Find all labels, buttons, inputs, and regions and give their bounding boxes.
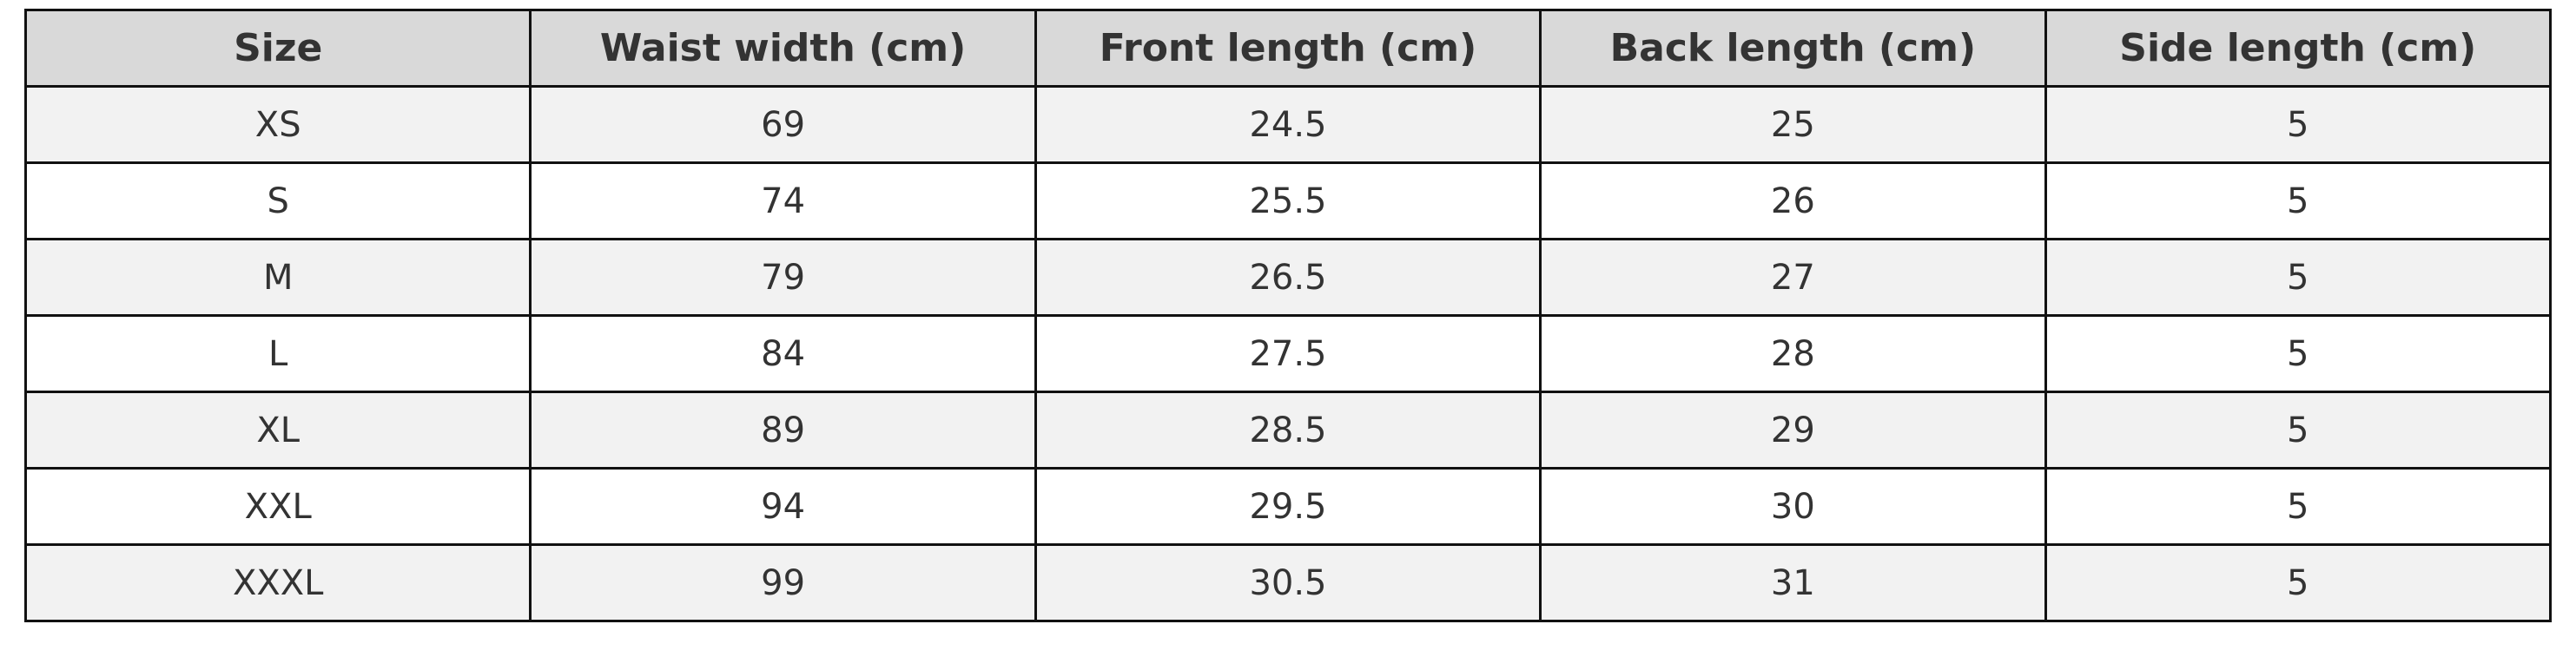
table-cell: 94 [529,467,1037,546]
table-row: XL 89 28.5 29 5 [23,391,2553,470]
table-row: XXL 94 29.5 30 5 [23,467,2553,546]
table-body: XS 69 24.5 25 5 S 74 25.5 26 5 M 79 26.5 27 5 L 84 27.5 28… [23,85,2553,622]
table-cell: 25.5 [1034,161,1542,240]
table-container: Size Waist width (cm) Front length (cm) Bac… [23,9,2553,622]
table-cell: L [23,314,532,393]
table-row: XXXL 99 30.5 31 5 [23,543,2553,622]
table-cell: 89 [529,391,1037,470]
table-cell: 74 [529,161,1037,240]
table-cell: 28.5 [1034,391,1542,470]
table-cell: 5 [2044,238,2553,317]
header-row: Size Waist width (cm) Front length (cm) Bac… [23,9,2553,88]
table-cell: 27 [1539,238,2047,317]
table-cell: 25 [1539,85,2047,164]
table-cell: 30.5 [1034,543,1542,622]
table-cell: 26 [1539,161,2047,240]
table-row: M 79 26.5 27 5 [23,238,2553,317]
table-row: XS 69 24.5 25 5 [23,85,2553,164]
table-cell: 5 [2044,161,2553,240]
table-cell: 5 [2044,391,2553,470]
table-cell: 5 [2044,314,2553,393]
table-cell: 24.5 [1034,85,1542,164]
table-cell: XXL [23,467,532,546]
table-cell: 29.5 [1034,467,1542,546]
table-cell: 79 [529,238,1037,317]
table-cell: 84 [529,314,1037,393]
table-cell: 99 [529,543,1037,622]
table-cell: S [23,161,532,240]
table-cell: 5 [2044,543,2553,622]
table-cell: 69 [529,85,1037,164]
header-cell: Back length (cm) [1539,9,2047,88]
table-row: S 74 25.5 26 5 [23,161,2553,240]
table-row: L 84 27.5 28 5 [23,314,2553,393]
table-cell: 30 [1539,467,2047,546]
table-cell: 31 [1539,543,2047,622]
header-cell: Size [23,9,532,88]
size-table: Size Waist width (cm) Front length (cm) Bac… [23,9,2553,622]
header-cell: Side length (cm) [2044,9,2553,88]
table-cell: 26.5 [1034,238,1542,317]
table-cell: XL [23,391,532,470]
table-cell: 27.5 [1034,314,1542,393]
table-cell: XS [23,85,532,164]
header-cell: Waist width (cm) [529,9,1037,88]
table-cell: 5 [2044,467,2553,546]
table-cell: 28 [1539,314,2047,393]
table-cell: XXXL [23,543,532,622]
table-cell: 5 [2044,85,2553,164]
table-cell: 29 [1539,391,2047,470]
header-cell: Front length (cm) [1034,9,1542,88]
table-cell: M [23,238,532,317]
